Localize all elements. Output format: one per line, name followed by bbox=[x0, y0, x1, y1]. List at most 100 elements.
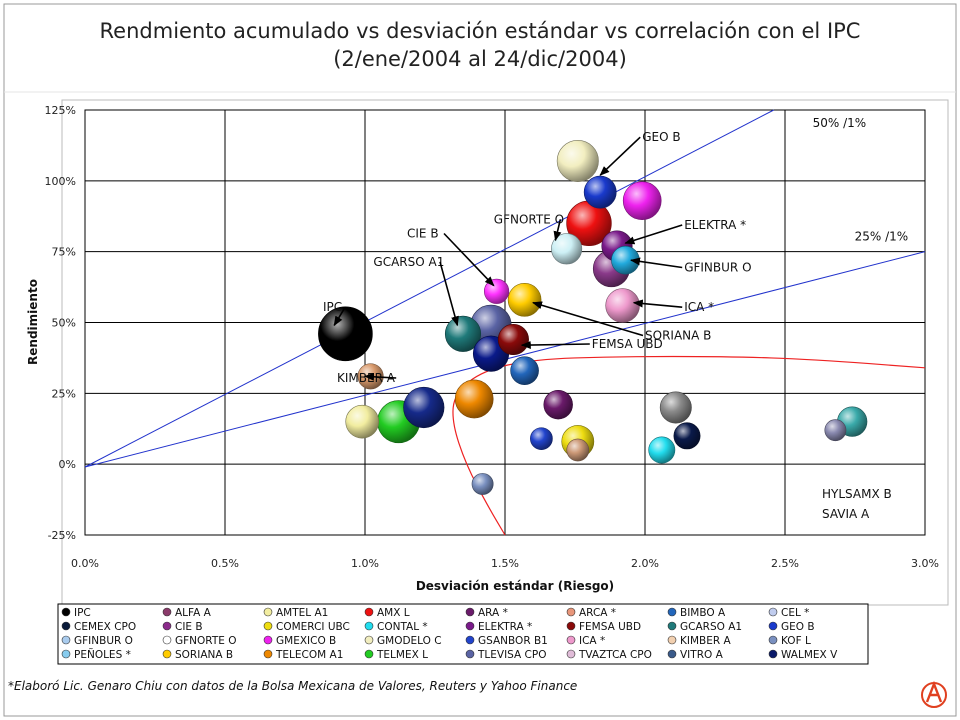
legend-marker bbox=[465, 635, 475, 645]
legend-label: GCARSO A1 bbox=[680, 621, 742, 633]
point-ara bbox=[543, 389, 573, 420]
annotation-label: CIE B bbox=[407, 227, 439, 241]
annotation-arrow bbox=[630, 257, 683, 269]
legend-marker bbox=[263, 635, 273, 645]
point-cie-b bbox=[484, 278, 510, 304]
legend-marker bbox=[465, 621, 475, 631]
legend-label: KOF L bbox=[781, 635, 811, 647]
y-axis-label: Rendimiento bbox=[26, 279, 40, 365]
annotation-arrow bbox=[443, 232, 495, 287]
legend-label: GEO B bbox=[781, 621, 815, 633]
legend-label: TLEVISA CPO bbox=[477, 649, 547, 661]
annotation-arrow bbox=[333, 306, 346, 327]
legend-label: GFNORTE O bbox=[175, 635, 236, 647]
legend-label: TELMEX L bbox=[376, 649, 428, 661]
annotation-label: ELEKTRA * bbox=[684, 218, 746, 232]
legend-marker bbox=[162, 621, 172, 631]
legend-marker bbox=[667, 621, 677, 631]
legend-box bbox=[57, 603, 869, 665]
legend-label: GFINBUR O bbox=[74, 635, 133, 647]
legend-label: ELEKTRA * bbox=[478, 621, 532, 633]
axis-ticks: 0.0% 0.5% 1.0% 1.5% 2.0% 2.5% 3.0% 125% 100% 75% 5… bbox=[45, 104, 939, 570]
annotation-arrow bbox=[520, 341, 590, 350]
legend-marker bbox=[263, 607, 273, 617]
legend-label: CEMEX CPO bbox=[74, 621, 136, 633]
legend-marker bbox=[61, 649, 71, 659]
point-geo-b bbox=[583, 175, 617, 209]
legend-marker bbox=[263, 621, 273, 631]
legend-marker bbox=[566, 649, 576, 659]
annotation-label: FEMSA UBD bbox=[592, 337, 663, 351]
legend-marker bbox=[667, 649, 677, 659]
legend-label: IPC bbox=[74, 607, 91, 619]
note-text: HYLSAMX B bbox=[822, 487, 892, 501]
legend-label: PEÑOLES * bbox=[74, 648, 131, 661]
point-alfa-a bbox=[659, 391, 692, 424]
point-femsa-ubd bbox=[497, 323, 529, 356]
point-soriana-b bbox=[507, 283, 542, 317]
point-contal bbox=[648, 436, 676, 464]
legend-marker bbox=[61, 607, 71, 617]
legend-label: ALFA A bbox=[175, 607, 212, 619]
footnote: *Elaboró Lic. Genaro Chiu con datos de l… bbox=[8, 679, 577, 693]
y-tick-label: 0% bbox=[59, 458, 76, 471]
annotation-arrow bbox=[599, 136, 641, 176]
annotation-arrow bbox=[632, 299, 683, 308]
x-tick-label: 2.0% bbox=[631, 557, 659, 570]
annotation-label: IPC bbox=[323, 300, 342, 314]
annotation-label: GFINBUR O bbox=[684, 261, 751, 275]
annotation-arrow bbox=[553, 219, 562, 242]
legend-label: COMERCI UBC bbox=[276, 621, 350, 633]
annotations: GEO B GFNORTE O ELEKTRA * CIE B GCARSO A1 GFI… bbox=[323, 130, 752, 385]
reference-line-label: 50% /1% bbox=[813, 116, 867, 130]
annotation-label: GFNORTE O bbox=[494, 212, 564, 226]
point-walmex-v bbox=[403, 386, 445, 429]
annotation-label: SORIANA B bbox=[645, 329, 711, 343]
legend-marker bbox=[263, 649, 273, 659]
y-tick-label: 100% bbox=[45, 175, 76, 188]
legend-label: CIE B bbox=[175, 621, 203, 633]
annotation-arrow bbox=[364, 372, 397, 381]
y-tick-label: 25% bbox=[52, 387, 76, 400]
x-tick-label: 2.5% bbox=[771, 557, 799, 570]
legend: IPC ALFA A AMTEL A1 AMX L ARA * ARCA * BIMBO A… bbox=[57, 603, 869, 665]
point-gmexico-b bbox=[622, 181, 662, 220]
legend-marker bbox=[566, 607, 576, 617]
note-text: SAVIA A bbox=[822, 507, 870, 521]
legend-marker bbox=[61, 635, 71, 645]
legend-label: KIMBER A bbox=[680, 635, 732, 647]
legend-marker bbox=[162, 607, 172, 617]
legend-marker bbox=[162, 649, 172, 659]
legend-label: TVAZTCA CPO bbox=[578, 649, 652, 661]
legend-label: GSANBOR B1 bbox=[478, 635, 548, 647]
legend-marker bbox=[566, 621, 576, 631]
point-kof-l bbox=[471, 473, 494, 495]
legend-label: CEL * bbox=[781, 607, 809, 619]
legend-marker bbox=[768, 621, 778, 631]
legend-marker bbox=[364, 635, 374, 645]
outer-frame bbox=[3, 3, 957, 717]
legend-marker bbox=[465, 649, 475, 659]
legend-label: ARCA * bbox=[579, 607, 616, 619]
annotation-arrow bbox=[624, 224, 683, 245]
x-tick-label: 0.0% bbox=[71, 557, 99, 570]
legend-label: BIMBO A bbox=[680, 607, 726, 619]
y-tick-label: 75% bbox=[52, 246, 76, 259]
y-tick-label: 125% bbox=[45, 104, 76, 117]
annotation-arrow bbox=[532, 301, 644, 337]
note-box: HYLSAMX B SAVIA A bbox=[822, 487, 892, 521]
legend-label: GMEXICO B bbox=[276, 635, 336, 647]
chart-title: Rendmiento acumulado vs desviación están… bbox=[100, 19, 861, 43]
annotation-label: GCARSO A1 bbox=[373, 255, 444, 269]
point-ica bbox=[605, 288, 640, 323]
logo-glyph bbox=[925, 680, 943, 703]
point-bimbo-a bbox=[510, 356, 539, 385]
legend-marker bbox=[768, 635, 778, 645]
point-gsanbor-b1 bbox=[530, 427, 553, 451]
legend-marker bbox=[364, 649, 374, 659]
point-ipc bbox=[318, 306, 373, 362]
legend-marker bbox=[667, 607, 677, 617]
legend-label: FEMSA UBD bbox=[579, 621, 641, 633]
legend-marker bbox=[162, 635, 172, 645]
